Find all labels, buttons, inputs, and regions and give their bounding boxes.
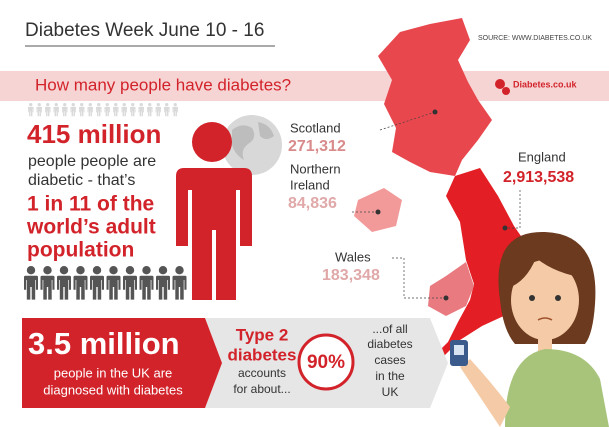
person-icon bbox=[172, 103, 178, 117]
region-name: England bbox=[518, 149, 566, 164]
person-icon bbox=[62, 103, 68, 117]
logo: Diabetes.co.uk bbox=[495, 79, 578, 95]
world-line: diabetic - that’s bbox=[28, 172, 135, 189]
person-icon bbox=[73, 266, 88, 300]
type2-heading: diabetes bbox=[228, 345, 297, 364]
percent: 90% bbox=[307, 352, 345, 373]
type2-tail: in the bbox=[375, 369, 405, 383]
scotland-shape bbox=[378, 18, 492, 176]
uk-line: diagnosed with diabetes bbox=[43, 382, 183, 397]
person-icon bbox=[57, 266, 71, 300]
person-icon bbox=[70, 103, 76, 117]
percent-ring bbox=[297, 333, 355, 391]
uk-line: people in the UK are bbox=[54, 365, 173, 380]
region-value: 271,312 bbox=[288, 138, 346, 155]
question: How many people have diabetes? bbox=[35, 75, 291, 94]
logo-text: Diabetes.co.uk bbox=[513, 79, 578, 89]
person-icon bbox=[172, 266, 187, 300]
type2-line: accounts bbox=[238, 366, 286, 380]
person-icon bbox=[90, 266, 104, 300]
person-icon bbox=[164, 103, 170, 117]
world-figure: 415 million bbox=[27, 119, 161, 149]
person-icon bbox=[130, 103, 136, 117]
banner bbox=[0, 71, 609, 101]
person-icon bbox=[87, 103, 93, 117]
person-icon bbox=[139, 266, 154, 300]
type2-tail: UK bbox=[382, 385, 399, 399]
big-person bbox=[176, 122, 252, 300]
person-icon bbox=[113, 103, 119, 117]
person-icon bbox=[53, 103, 59, 117]
person-icon bbox=[104, 103, 110, 117]
title: Diabetes Week June 10 - 16 bbox=[25, 20, 264, 41]
person-icon bbox=[106, 266, 121, 300]
person-icon bbox=[79, 103, 85, 117]
person-icon bbox=[96, 103, 102, 117]
person-icon bbox=[28, 103, 34, 117]
type2-tail: diabetes bbox=[367, 337, 412, 351]
region-name: Scotland bbox=[290, 120, 341, 135]
region-value: 84,836 bbox=[288, 195, 337, 212]
region-name: Northern bbox=[290, 161, 341, 176]
person-icon bbox=[155, 103, 161, 117]
person-icon bbox=[147, 103, 153, 117]
person-icon bbox=[123, 266, 137, 300]
region-value: 2,913,538 bbox=[503, 169, 574, 186]
globe-land bbox=[232, 122, 274, 160]
figure-row bbox=[24, 266, 187, 300]
type2-line: for about... bbox=[233, 382, 290, 396]
uk-box bbox=[22, 318, 205, 408]
world-highlight: world’s adult bbox=[26, 216, 156, 239]
person-icon bbox=[121, 103, 127, 117]
wales-shape bbox=[428, 262, 474, 316]
region-value: 183,348 bbox=[322, 267, 380, 284]
girl bbox=[450, 231, 609, 427]
type2-tail: cases bbox=[374, 353, 405, 367]
figure-row bbox=[28, 103, 178, 117]
person-icon bbox=[24, 266, 38, 300]
world-highlight: 1 in 11 of the bbox=[27, 193, 154, 216]
type2-heading: Type 2 bbox=[236, 325, 289, 344]
type2-tail: ...of all bbox=[372, 322, 407, 336]
person-icon bbox=[45, 103, 51, 117]
person-icon bbox=[138, 103, 144, 117]
uk-figure: 3.5 million bbox=[28, 326, 180, 361]
world-highlight: population bbox=[27, 239, 134, 262]
person-icon bbox=[36, 103, 42, 117]
world-line: people people are bbox=[28, 153, 156, 170]
region-name: Wales bbox=[335, 249, 371, 264]
uk-box-tip bbox=[205, 318, 222, 408]
source: SOURCE: WWW.DIABETES.CO.UK bbox=[478, 35, 592, 42]
person-icon bbox=[40, 266, 55, 300]
uk-map bbox=[352, 18, 542, 402]
person-icon bbox=[156, 266, 170, 300]
region-name: Ireland bbox=[290, 177, 330, 192]
